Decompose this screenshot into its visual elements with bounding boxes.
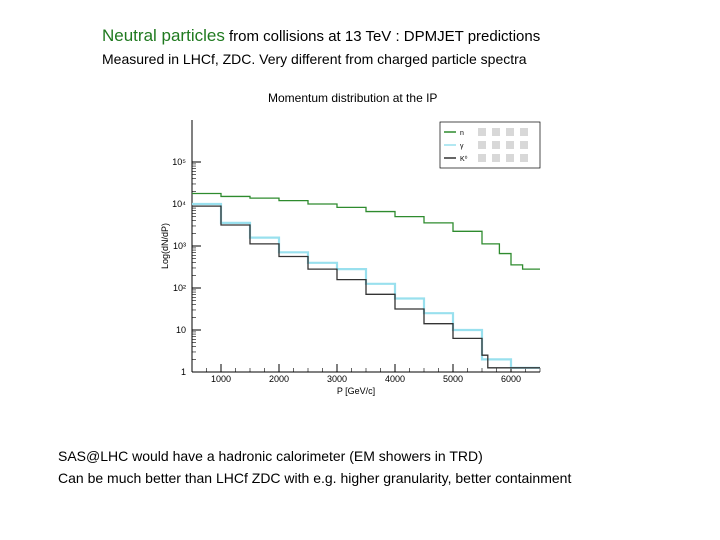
legend-pattern — [520, 141, 528, 149]
note-line-2: Can be much better than LHCf ZDC with e.… — [58, 470, 572, 486]
y-tick-label: 10² — [173, 283, 186, 293]
x-tick-label: 6000 — [501, 374, 521, 384]
slide-subtitle: Measured in LHCf, ZDC. Very different fr… — [102, 51, 527, 67]
legend-pattern — [492, 128, 500, 136]
y-tick-label: 10⁴ — [172, 199, 186, 209]
legend-pattern — [478, 128, 486, 136]
slide-title-rest: from collisions at 13 TeV : DPMJET predi… — [224, 28, 541, 45]
legend-pattern — [506, 141, 514, 149]
momentum-chart: 1 10 10² 10³ 10⁴ 10⁵ 1000 2000 3000 4000 5000 6000 P… — [160, 120, 541, 396]
chart-title: Momentum distribution at the IP — [268, 91, 438, 105]
y-tick-label: 1 — [181, 367, 186, 377]
x-tick-label: 2000 — [269, 374, 289, 384]
legend-label-gamma: γ — [460, 143, 464, 150]
x-tick-label: 4000 — [385, 374, 405, 384]
y-axis-label: Log(dN/dP) — [160, 223, 170, 269]
note-line-1: SAS@LHC would have a hadronic calorimete… — [58, 448, 483, 464]
y-tick-label: 10³ — [173, 241, 186, 251]
x-tick-label: 1000 — [211, 374, 231, 384]
y-tick-label: 10⁵ — [172, 157, 186, 167]
legend-pattern — [478, 141, 486, 149]
legend-pattern — [478, 154, 486, 162]
legend-label-K0: K⁰ — [460, 155, 468, 163]
legend-pattern — [520, 154, 528, 162]
x-tick-label: 3000 — [327, 374, 347, 384]
legend-pattern — [492, 141, 500, 149]
series-line-K0 — [192, 205, 540, 369]
series-line-n — [192, 192, 540, 270]
y-tick-label: 10 — [176, 325, 186, 335]
x-axis-label: P [GeV/c] — [337, 386, 375, 396]
slide-title: Neutral particles from collisions at 13 … — [102, 26, 540, 46]
legend-pattern — [506, 128, 514, 136]
legend-label-n: n — [460, 130, 464, 137]
legend-pattern — [520, 128, 528, 136]
legend-pattern — [492, 154, 500, 162]
legend-pattern — [506, 154, 514, 162]
slide-title-highlight: Neutral particles — [102, 26, 225, 45]
x-tick-label: 5000 — [443, 374, 463, 384]
